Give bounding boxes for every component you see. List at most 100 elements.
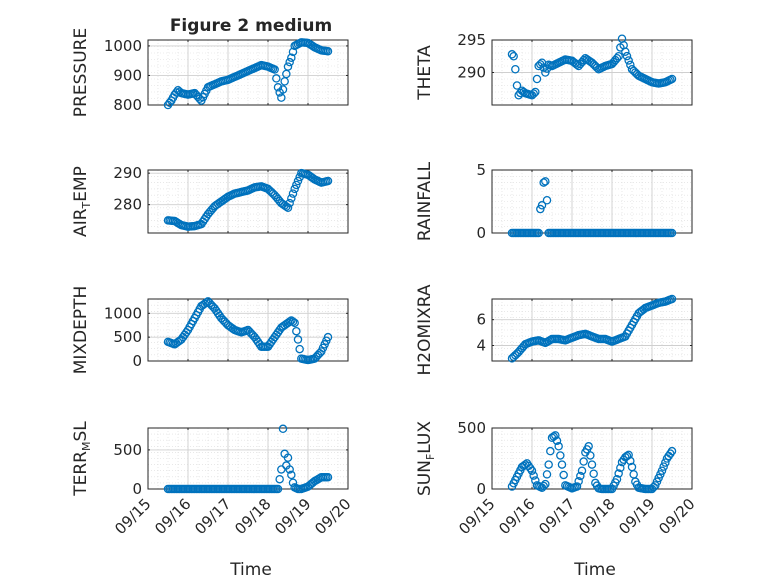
data-point: [509, 52, 518, 61]
data-point: [556, 451, 565, 460]
y-tick-label: 6: [476, 311, 486, 329]
data-point: [666, 449, 675, 458]
y-axis-label: RAINFALL: [415, 161, 435, 241]
data-point: [527, 466, 537, 475]
data-point: [659, 462, 668, 471]
data-point: [586, 451, 595, 460]
data-point: [293, 176, 303, 186]
axes-frame: [491, 427, 693, 490]
y-tick-label: 500: [457, 419, 486, 437]
data-point: [542, 195, 552, 205]
subplot-pressure: 800 900 1000 PRESSURE: [71, 28, 349, 117]
data-point: [661, 458, 670, 467]
data-series: [163, 38, 333, 110]
y-tick-label: 0: [132, 352, 142, 370]
y-tick-label: 295: [457, 31, 486, 49]
data-point: [275, 474, 284, 484]
data-point: [270, 65, 279, 74]
data-point: [532, 74, 542, 84]
data-point: [539, 178, 548, 187]
data-point: [287, 53, 296, 62]
x-axis-label-left: Time: [229, 560, 272, 580]
y-tick-label: 1000: [104, 37, 142, 55]
data-point: [612, 53, 622, 63]
data-point: [541, 68, 550, 77]
data-point: [667, 294, 677, 304]
subplot-rainfall: 0 5 RAINFALL: [415, 161, 693, 242]
data-point: [614, 52, 623, 61]
data-point: [616, 463, 625, 473]
data-point: [278, 424, 288, 434]
data-point: [531, 87, 540, 97]
data-point: [587, 460, 597, 469]
data-point: [544, 460, 553, 469]
data-point: [529, 89, 538, 98]
data-point: [272, 74, 281, 83]
y-tick-label: 290: [457, 64, 486, 82]
data-point: [526, 464, 535, 473]
data-point: [534, 228, 543, 238]
data-point: [287, 470, 296, 480]
data-series: [507, 177, 677, 238]
subplot-h2omixra: 4 6 H2OMIXRA: [415, 284, 693, 376]
data-point: [323, 473, 333, 482]
data-point: [584, 442, 593, 451]
data-point: [667, 74, 677, 84]
data-point: [292, 180, 301, 190]
data-point: [288, 189, 298, 198]
data-point: [292, 326, 301, 336]
data-point: [283, 203, 293, 213]
axes-frame: [147, 298, 349, 362]
data-point: [285, 198, 294, 208]
data-series: [507, 431, 677, 494]
data-point: [621, 47, 630, 56]
subplot-theta: 290 295 THETA: [415, 31, 693, 106]
y-tick-label: 500: [113, 328, 142, 346]
data-point: [283, 453, 293, 462]
data-series: [163, 297, 333, 365]
data-point: [539, 481, 548, 491]
data-point: [574, 477, 583, 486]
y-tick-label: 290: [113, 164, 142, 182]
data-point: [288, 47, 298, 57]
data-series: [507, 294, 677, 363]
data-point: [667, 446, 677, 456]
y-axis-label: MIXDEPTH: [71, 286, 91, 375]
y-tick-label: 5: [476, 161, 486, 179]
y-tick-label: 0: [476, 224, 486, 242]
data-point: [612, 474, 622, 484]
axes-frame: [147, 39, 349, 106]
data-point: [202, 298, 211, 307]
data-point: [624, 450, 633, 460]
data-point: [293, 335, 303, 344]
data-point: [273, 83, 283, 92]
data-point: [277, 93, 286, 102]
data-point: [512, 81, 522, 90]
data-point: [624, 56, 633, 65]
data-point: [288, 317, 298, 326]
data-point: [529, 471, 538, 480]
axes-frame: [147, 169, 349, 234]
data-series: [163, 424, 333, 494]
y-axis-label: TERRMSL: [71, 421, 93, 497]
data-point: [576, 471, 585, 481]
data-point: [572, 482, 582, 491]
data-point: [283, 62, 293, 71]
subplot-mixdepth: 0 500 1000 MIXDEPTH: [71, 286, 349, 375]
data-point: [541, 479, 550, 489]
data-point: [572, 60, 582, 69]
data-point: [614, 469, 623, 478]
data-point: [541, 177, 550, 186]
y-axis-label: H2OMIXRA: [415, 284, 435, 375]
figure-title: Figure 2 medium: [170, 16, 332, 36]
data-point: [278, 85, 288, 94]
data-point: [537, 201, 547, 210]
data-point: [552, 436, 562, 446]
data-point: [551, 431, 560, 440]
data-series: [507, 34, 677, 100]
data-point: [287, 194, 296, 203]
data-point: [511, 65, 520, 74]
y-axis-label: AIRTEMP: [71, 166, 93, 237]
data-point: [589, 469, 598, 478]
